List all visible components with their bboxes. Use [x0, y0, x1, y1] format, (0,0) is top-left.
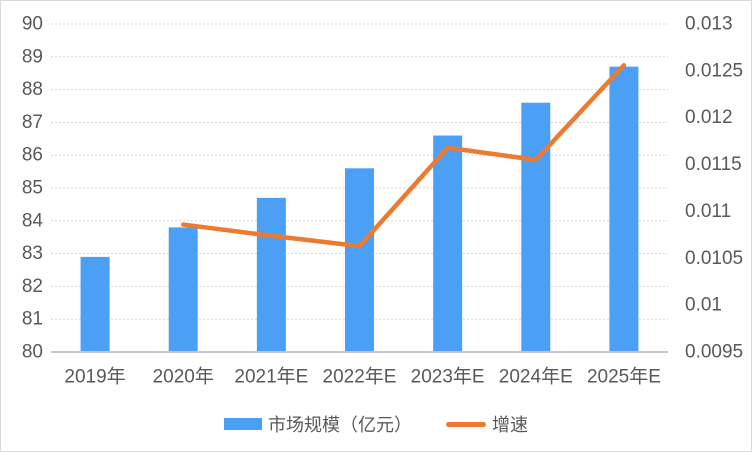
left-axis-tick-label: 89 [22, 46, 43, 67]
x-axis-tick-label: 2025年E [587, 366, 661, 388]
left-axis-tick-label: 87 [22, 112, 43, 133]
left-axis-tick-label: 86 [22, 145, 43, 166]
left-axis-tick-label: 84 [22, 210, 44, 231]
legend-item-growth: 增速 [446, 411, 528, 437]
bar-2019年 [80, 256, 110, 352]
left-axis-tick-label: 81 [22, 309, 43, 330]
right-axis-tick-label: 0.011 [685, 201, 731, 222]
line-series-swatch-icon [446, 421, 486, 427]
right-axis-tick-label: 0.0105 [685, 248, 743, 269]
left-axis-tick-label: 85 [22, 178, 43, 199]
x-axis-tick-label: 2023年E [411, 366, 485, 388]
left-axis-tick-label: 80 [22, 342, 43, 363]
right-axis-tick-label: 0.013 [685, 14, 733, 35]
bar-2021年E [256, 197, 286, 352]
bar-2020年 [168, 227, 198, 352]
growth-rate-line [180, 62, 627, 249]
right-axis-tick-label: 0.01 [685, 295, 722, 316]
bar-2022年E [345, 168, 374, 352]
x-axis-tick-label: 2020年 [153, 366, 214, 388]
left-axis-tick-label: 83 [22, 243, 43, 264]
bar-2024年E [521, 102, 551, 352]
legend-item-market-size: 市场规模（亿元） [224, 411, 412, 437]
x-axis-tick-label: 2022年E [323, 366, 397, 388]
right-axis-tick-label: 0.0115 [685, 154, 742, 175]
bar-2023年E [433, 135, 463, 352]
legend-label-growth: 增速 [492, 415, 528, 435]
x-axis-tick-label: 2019年 [64, 366, 125, 388]
bar-series-swatch-icon [224, 418, 262, 430]
chart-legend: 市场规模（亿元） 增速 [1, 405, 751, 443]
left-axis-tick-label: 90 [22, 14, 43, 35]
bar-2025年E [609, 66, 639, 352]
right-axis-tick-label: 0.0095 [685, 342, 743, 363]
right-axis-tick-label: 0.012 [685, 107, 733, 128]
legend-label-market-size: 市场规模（亿元） [268, 415, 412, 435]
x-axis-tick-label: 2024年E [499, 366, 573, 388]
right-axis-tick-label: 0.0125 [685, 60, 743, 81]
left-axis-tick-label: 82 [22, 276, 43, 297]
left-axis-tick-label: 88 [22, 79, 43, 100]
x-axis-tick-label: 2021年E [234, 366, 308, 388]
